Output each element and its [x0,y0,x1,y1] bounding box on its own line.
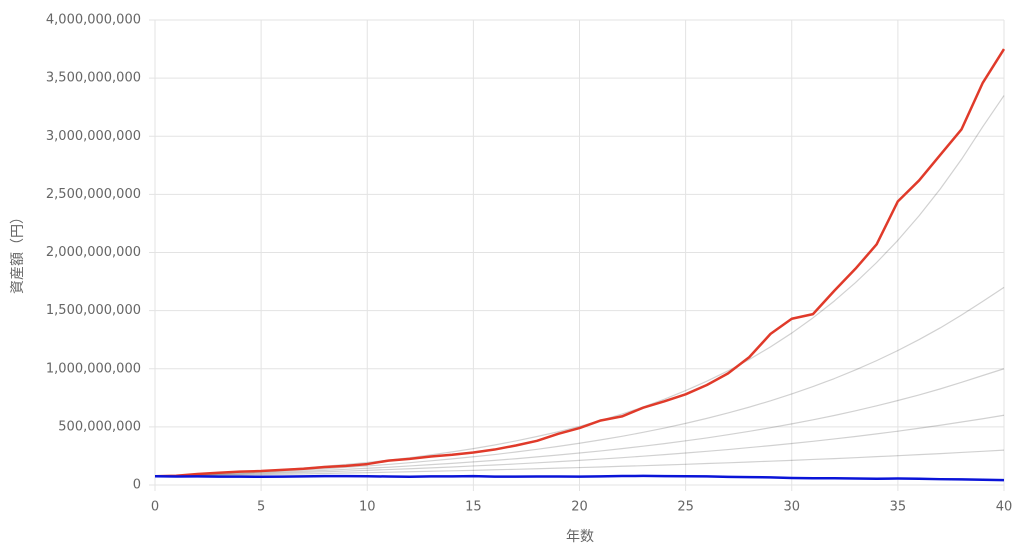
series-line [154,474,1005,482]
y-tick-label: 1,500,000,000 [46,303,141,318]
y-tick-label: 500,000,000 [58,419,141,434]
series-line [154,414,1005,477]
x-tick-label: 40 [996,500,1013,515]
series-line [154,368,1005,477]
x-tick-label: 0 [151,500,159,515]
y-axis-title: 資産額（円） [10,210,26,294]
x-tick-label: 35 [890,500,907,515]
y-tick-label: 3,500,000,000 [46,71,141,86]
y-tick-label: 1,000,000,000 [46,361,141,376]
series-line [154,449,1005,477]
x-tick-label: 30 [783,500,800,515]
x-tick-label: 5 [257,500,265,515]
y-tick-label: 3,000,000,000 [46,129,141,144]
series-line [154,48,1006,478]
x-tick-label: 15 [465,500,482,515]
x-axis-title: 年数 [566,529,594,545]
x-tick-label: 25 [677,500,694,515]
y-tick-label: 0 [133,478,141,493]
y-tick-label: 2,000,000,000 [46,245,141,260]
y-tick-label: 2,500,000,000 [46,187,141,202]
x-tick-label: 20 [571,500,588,515]
y-tick-label: 4,000,000,000 [46,13,141,28]
x-tick-label: 10 [359,500,376,515]
